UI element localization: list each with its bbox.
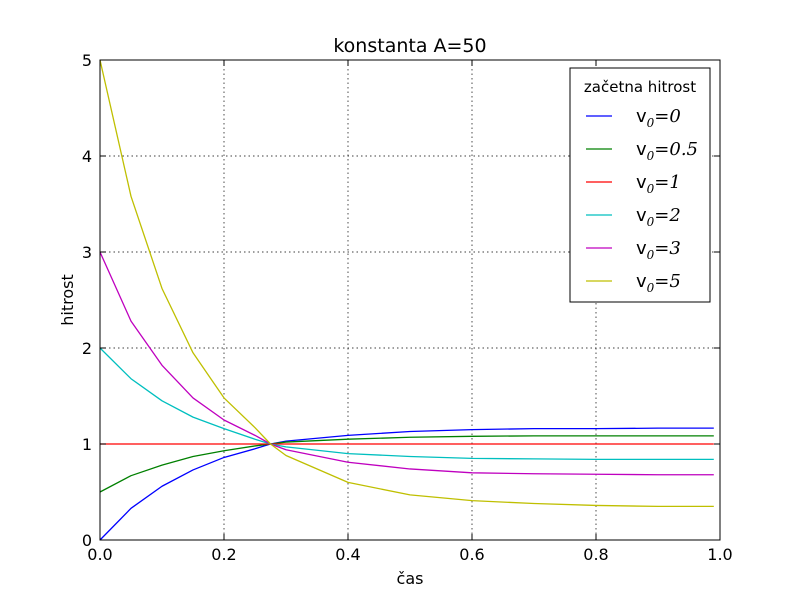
x-tick-labels: 0.0 0.2 0.4 0.6 0.8 1.0	[87, 545, 732, 564]
y-tick-labels: 0 1 2 3 4 5	[82, 51, 92, 550]
legend-label-0: v0=0	[636, 106, 681, 130]
x-tick-label: 0.6	[459, 545, 484, 564]
series-line-4	[99, 251, 714, 476]
chart-title: konstanta A=50	[333, 35, 486, 57]
legend-label-suffix: =0.5	[654, 139, 698, 160]
legend-label-subscript: 0	[647, 182, 655, 196]
legend-label-prefix: v	[636, 205, 647, 226]
x-tick-label: 0.8	[583, 545, 608, 564]
legend-items: v0=0v0=0.5v0=1v0=2v0=3v0=5	[586, 106, 698, 295]
legend-label-prefix: v	[636, 271, 647, 292]
legend-label-5: v0=5	[636, 271, 681, 295]
legend-label-2: v0=1	[636, 172, 681, 196]
legend-label-subscript: 0	[647, 248, 655, 262]
legend-label-suffix: =3	[654, 238, 681, 259]
legend-title: začetna hitrost	[584, 78, 696, 96]
legend-label-prefix: v	[636, 106, 647, 127]
y-tick-label: 3	[82, 243, 92, 262]
y-tick-label: 4	[82, 147, 92, 166]
legend-label-suffix: =1	[654, 172, 681, 193]
legend-box	[569, 67, 711, 303]
x-tick-label: 1.0	[707, 545, 732, 564]
legend-label-1: v0=0.5	[636, 139, 698, 163]
axis-ticks	[99, 59, 721, 541]
plot-frame	[99, 59, 721, 541]
series-line-5	[99, 59, 714, 508]
y-tick-label: 1	[82, 435, 92, 454]
legend-label-subscript: 0	[647, 149, 655, 163]
y-tick-label: 2	[82, 339, 92, 358]
y-tick-label: 5	[82, 51, 92, 70]
y-axis-title: hitrost	[58, 274, 77, 325]
legend-label-suffix: =2	[654, 205, 681, 226]
legend-label-3: v0=2	[636, 205, 681, 229]
legend-label-prefix: v	[636, 172, 647, 193]
legend-label-prefix: v	[636, 238, 647, 259]
x-tick-label: 0.0	[87, 545, 112, 564]
y-tick-label: 0	[82, 531, 92, 550]
legend-label-suffix: =5	[654, 271, 681, 292]
legend-label-subscript: 0	[647, 215, 655, 229]
plot-series	[99, 59, 714, 541]
legend: začetna hitrost v0=0v0=0.5v0=1v0=2v0=3v0…	[569, 67, 711, 303]
x-tick-label: 0.2	[211, 545, 236, 564]
legend-label-4: v0=3	[636, 238, 681, 262]
legend-label-prefix: v	[636, 139, 647, 160]
legend-label-suffix: =0	[654, 106, 681, 127]
x-axis-title: čas	[397, 569, 424, 588]
series-line-3	[99, 347, 714, 461]
x-tick-label: 0.4	[335, 545, 360, 564]
legend-label-subscript: 0	[647, 116, 655, 130]
legend-label-subscript: 0	[647, 281, 655, 295]
series-line-1	[99, 435, 714, 493]
series-line-0	[99, 427, 714, 541]
